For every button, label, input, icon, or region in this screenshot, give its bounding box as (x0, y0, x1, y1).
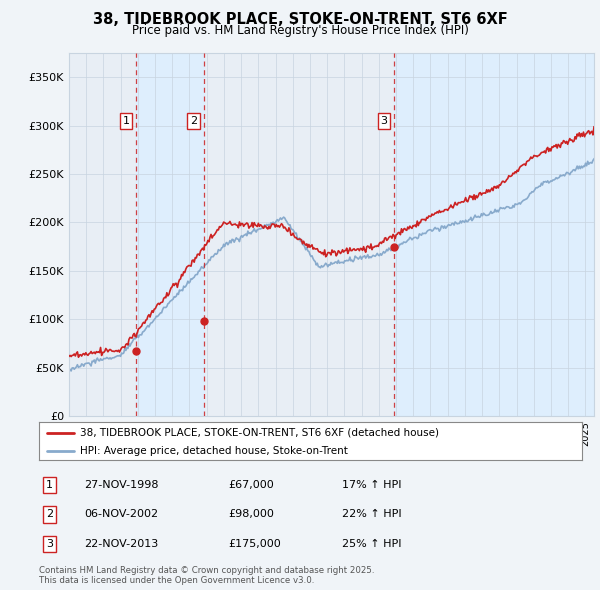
Text: 3: 3 (380, 116, 388, 126)
Text: 3: 3 (46, 539, 53, 549)
Text: HPI: Average price, detached house, Stoke-on-Trent: HPI: Average price, detached house, Stok… (80, 445, 347, 455)
Text: Price paid vs. HM Land Registry's House Price Index (HPI): Price paid vs. HM Land Registry's House … (131, 24, 469, 37)
Text: £175,000: £175,000 (228, 539, 281, 549)
Text: 06-NOV-2002: 06-NOV-2002 (84, 510, 158, 519)
Text: Contains HM Land Registry data © Crown copyright and database right 2025.
This d: Contains HM Land Registry data © Crown c… (39, 566, 374, 585)
Text: £67,000: £67,000 (228, 480, 274, 490)
Text: 1: 1 (122, 116, 130, 126)
Text: £98,000: £98,000 (228, 510, 274, 519)
Bar (136, 53, 204, 416)
Text: 38, TIDEBROOK PLACE, STOKE-ON-TRENT, ST6 6XF: 38, TIDEBROOK PLACE, STOKE-ON-TRENT, ST6… (92, 12, 508, 27)
Text: 22% ↑ HPI: 22% ↑ HPI (342, 510, 401, 519)
Text: 25% ↑ HPI: 25% ↑ HPI (342, 539, 401, 549)
Text: 38, TIDEBROOK PLACE, STOKE-ON-TRENT, ST6 6XF (detached house): 38, TIDEBROOK PLACE, STOKE-ON-TRENT, ST6… (80, 428, 439, 438)
Text: 17% ↑ HPI: 17% ↑ HPI (342, 480, 401, 490)
Bar (394, 53, 594, 416)
Text: 2: 2 (190, 116, 197, 126)
Text: 27-NOV-1998: 27-NOV-1998 (84, 480, 158, 490)
Text: 2: 2 (46, 510, 53, 519)
Text: 22-NOV-2013: 22-NOV-2013 (84, 539, 158, 549)
Text: 1: 1 (46, 480, 53, 490)
